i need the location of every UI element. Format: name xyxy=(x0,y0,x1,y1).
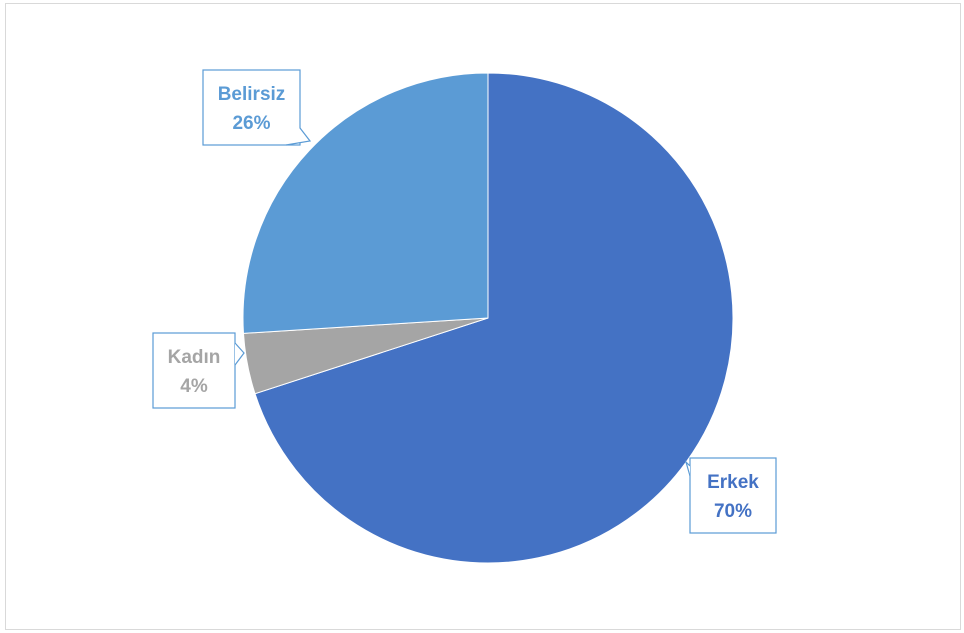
pie-slices xyxy=(242,72,734,564)
data-label-box-belirsiz xyxy=(202,69,301,146)
data-label-pointer-kad-n xyxy=(234,342,245,366)
data-label-percent-belirsiz: 26% xyxy=(232,113,270,134)
data-label-pointer-belirsiz xyxy=(285,127,312,146)
data-label-erkek: Erkek 70% xyxy=(684,457,777,534)
data-label-box-kad-n xyxy=(152,332,236,409)
data-label-percent-kad-n: 4% xyxy=(180,376,208,397)
data-label-pointer-erkek xyxy=(684,459,691,477)
data-label-box-erkek xyxy=(689,457,777,534)
data-label-category-erkek: Erkek xyxy=(707,472,759,493)
pie-slice-belirsiz xyxy=(242,72,489,334)
data-label-kad-n: Kadın 4% xyxy=(152,332,245,409)
data-label-category-kad-n: Kadın xyxy=(168,347,221,368)
data-label-percent-erkek: 70% xyxy=(714,501,752,522)
data-label-callouts: Erkek 70% Kadın 4% Belirsiz 26% xyxy=(152,69,777,534)
data-label-category-belirsiz: Belirsiz xyxy=(218,84,286,105)
data-label-belirsiz: Belirsiz 26% xyxy=(202,69,312,146)
